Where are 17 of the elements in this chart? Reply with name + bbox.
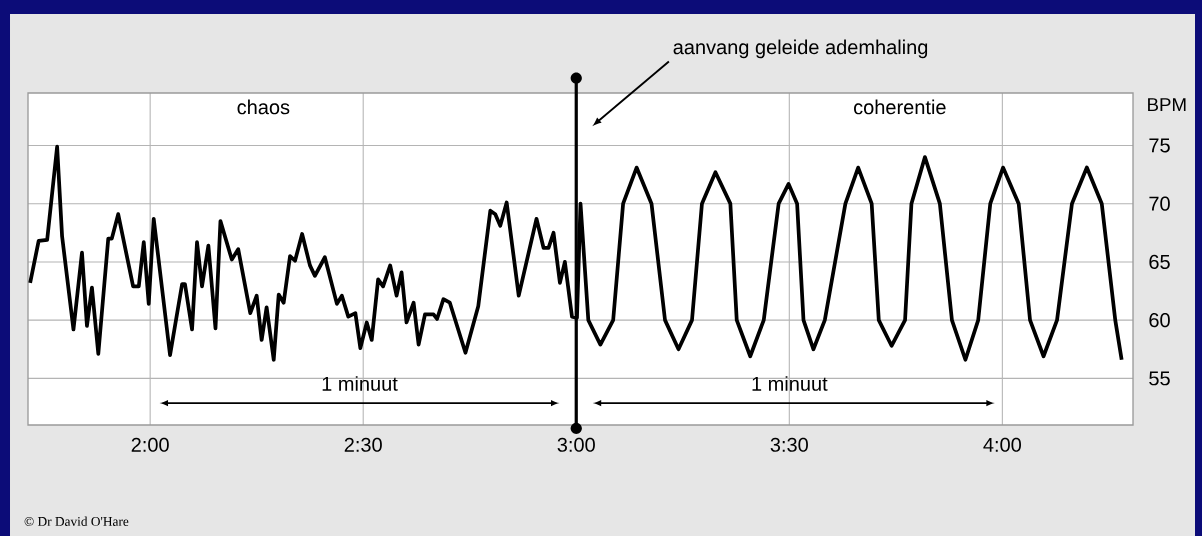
y-tick-label: 75 — [1149, 138, 1170, 153]
text: © Dr David O'Hare — [24, 516, 129, 526]
y-tick-label: 65 — [1149, 254, 1170, 269]
y-tick-label: 60 — [1149, 313, 1170, 328]
annotation: 1 minuut — [322, 376, 398, 391]
annotation: chaos — [237, 99, 290, 115]
x-tick-label: 2:00 — [131, 437, 169, 452]
ref-line-label: aanvang geleide ademhaling — [673, 39, 928, 59]
x-tick-label: 3:30 — [770, 437, 808, 452]
x-tick-label: 3:00 — [557, 437, 595, 452]
y-axis-title: BPM — [1148, 98, 1186, 112]
annotation: 1 minuut — [752, 376, 828, 391]
x-tick-label: 2:30 — [344, 437, 382, 452]
annotation: coherentie — [854, 99, 946, 115]
y-tick-label: 55 — [1149, 371, 1170, 386]
y-tick-label: 70 — [1149, 196, 1170, 211]
x-tick-label: 4:00 — [983, 437, 1022, 452]
